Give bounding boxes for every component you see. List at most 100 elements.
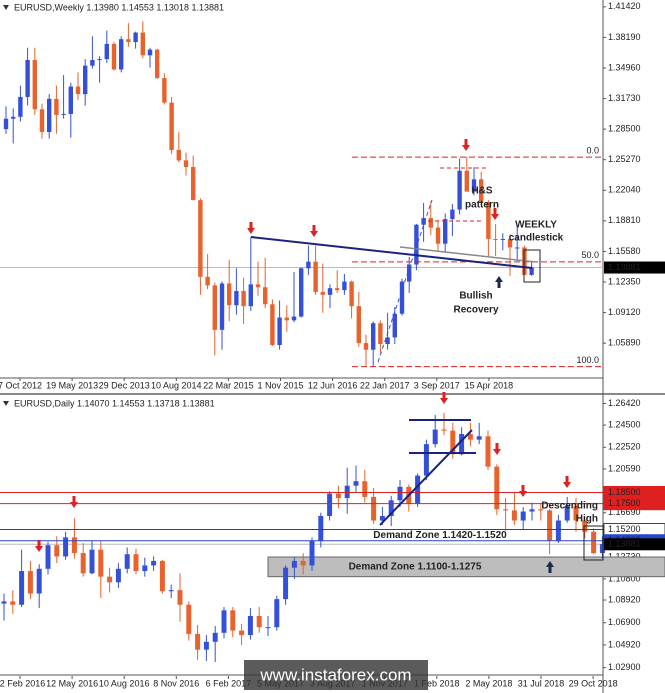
candle-body <box>32 60 37 110</box>
candle-body <box>133 32 138 43</box>
y-tick-label: 1.28500 <box>608 124 641 134</box>
last-price-tag <box>604 261 665 274</box>
x-tick-label: 12 Jun 2016 <box>308 380 358 390</box>
candle-body <box>388 500 394 517</box>
candle-body <box>219 283 225 330</box>
y-tick-label: 1.08920 <box>608 594 641 604</box>
candle-body <box>459 434 465 455</box>
candle-body <box>564 505 570 521</box>
candle-body <box>124 554 130 569</box>
candle-body <box>263 287 268 305</box>
annotation: Recovery <box>453 305 498 316</box>
candle-body <box>203 641 209 650</box>
y-tick-label: 1.12350 <box>608 276 641 286</box>
candle-body <box>10 601 16 605</box>
candle-body <box>54 98 59 115</box>
y-tick-label: 1.04920 <box>608 639 641 649</box>
candle-body <box>423 444 429 476</box>
level-tag-label: 1.17500 <box>608 498 641 508</box>
candle-body <box>342 281 347 291</box>
x-tick-label: 12 Feb 2016 <box>0 678 45 688</box>
candle-body <box>61 113 66 115</box>
candle-body <box>183 160 189 168</box>
candle-body <box>27 571 33 594</box>
candle-body <box>248 284 253 307</box>
candle-body <box>140 32 145 56</box>
candle-body <box>234 291 239 306</box>
candle-body <box>126 39 131 43</box>
weekly-box <box>523 249 541 283</box>
candle-body <box>371 496 377 521</box>
candle-body <box>241 291 246 307</box>
x-tick-label: 15 Apr 2018 <box>465 380 514 390</box>
candle-body <box>457 170 462 210</box>
candle-body <box>133 554 139 572</box>
arrow-marker <box>563 476 571 488</box>
candle-body <box>47 98 52 132</box>
annotation: Bullish <box>459 291 492 302</box>
candle-body <box>428 218 433 228</box>
candle-body <box>313 261 318 292</box>
arrow-marker <box>519 485 527 497</box>
annotation: WEEKLY <box>515 220 557 231</box>
annotation: pattern <box>465 200 499 211</box>
candle-body <box>191 167 196 201</box>
candle-body <box>385 337 390 345</box>
candle-body <box>450 430 456 455</box>
candle-body <box>195 633 201 650</box>
candle-body <box>291 316 297 321</box>
y-tick-label: 1.22520 <box>608 442 641 452</box>
x-tick-label: 3 Sep 2017 <box>414 380 460 390</box>
x-tick-label: 19 May 2013 <box>46 380 98 390</box>
y-tick-label: 1.38190 <box>608 32 641 42</box>
x-tick-label: 10 Aug 2014 <box>151 380 202 390</box>
x-tick-label: 22 Mar 2015 <box>203 380 254 390</box>
candle-body <box>142 565 148 572</box>
last-price-label: 1.13881 <box>608 262 641 272</box>
candle-body <box>212 285 217 330</box>
candle-body <box>494 466 500 510</box>
level-tag-label: 1.15200 <box>608 524 641 534</box>
y-tick-label: 1.18810 <box>608 215 641 225</box>
candle-body <box>68 86 73 114</box>
candle-body <box>464 170 469 192</box>
arrow-marker <box>35 540 43 552</box>
candle-body <box>335 493 341 499</box>
candle-body <box>327 288 333 295</box>
candle-body <box>435 227 441 244</box>
candle-body <box>115 568 121 583</box>
candle-body <box>159 560 165 592</box>
y-tick-label: 1.31730 <box>608 93 641 103</box>
x-tick-label: 1 Nov 2015 <box>257 380 303 390</box>
y-tick-label: 1.09120 <box>608 307 641 317</box>
candle-body <box>441 429 447 431</box>
last-price-label: 1.13881 <box>608 539 641 549</box>
candle-body <box>335 288 340 291</box>
candle-body <box>443 219 448 244</box>
arrow-marker <box>495 276 503 288</box>
candle-body <box>198 200 203 277</box>
candle-body <box>399 281 405 314</box>
candle-body <box>104 43 109 60</box>
candle-body <box>89 549 95 574</box>
x-tick-label: 31 Jul 2018 <box>518 678 565 688</box>
fib-label: 100.0 <box>576 355 599 365</box>
candle-body <box>547 510 553 541</box>
candle-body <box>80 553 86 574</box>
candle-body <box>284 317 289 321</box>
y-tick-label: 1.05890 <box>608 338 641 348</box>
candle-body <box>277 317 282 345</box>
y-tick-label: 1.16690 <box>608 507 641 517</box>
candle-body <box>176 149 181 161</box>
trend-line <box>250 236 533 269</box>
candle-body <box>599 544 605 554</box>
daily-box <box>583 525 604 561</box>
y-tick-label: 1.20590 <box>608 463 641 473</box>
last-price-tag <box>604 538 665 551</box>
demand-zone <box>267 556 665 578</box>
candle-body <box>349 281 354 307</box>
x-tick-label: 29 Dec 2013 <box>99 380 150 390</box>
candle-body <box>98 549 104 577</box>
candle-body <box>397 486 403 501</box>
